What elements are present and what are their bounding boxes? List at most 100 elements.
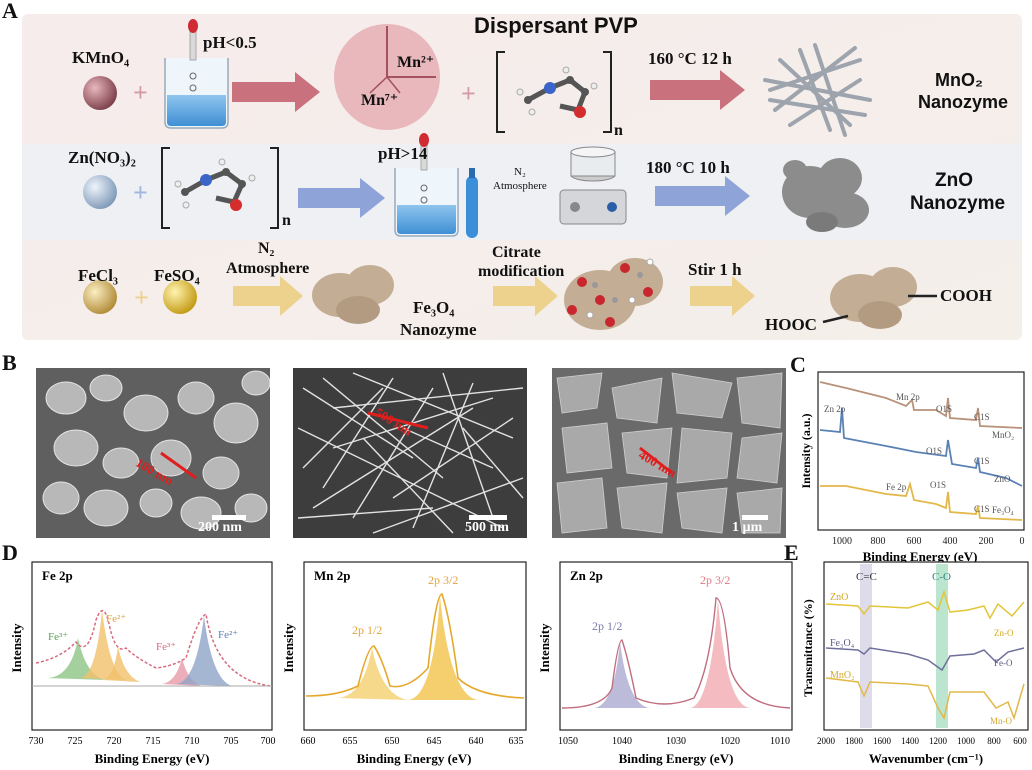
fe-envelope	[35, 610, 271, 687]
fe-label-fe3a: Fe³⁺	[48, 631, 68, 643]
fe-tick-700: 700	[261, 736, 276, 747]
band-cc	[860, 564, 872, 728]
zn-tick-1010: 1010	[770, 736, 790, 747]
fe-peak-pink	[162, 658, 202, 686]
band-co-label: C-O	[932, 571, 951, 583]
survey-tick-1000: 1000	[832, 536, 852, 547]
arrow-row1-b	[650, 70, 745, 110]
bond-fe-o: Fe-O	[994, 658, 1013, 668]
plus-sign-row1a: +	[133, 78, 148, 107]
ftir-curve-mno2	[825, 677, 1025, 721]
feso4-label: FeSO₄	[154, 266, 200, 285]
peak-c1s-b: C1S	[974, 456, 990, 466]
sem-scalebar-1: 200 nm	[198, 520, 242, 535]
mn7-label: Mn⁷⁺	[361, 92, 399, 109]
kmno4-ball	[83, 76, 117, 110]
arrow-row2-a	[298, 178, 385, 218]
fe-tick-730: 730	[29, 736, 44, 747]
ph-row1-label: pH<0.5	[203, 33, 257, 52]
zn-title: Zn 2p	[570, 568, 603, 583]
mn-peak-2p12	[338, 648, 408, 700]
bond-zn-o: Zn-O	[994, 628, 1014, 638]
ftir-tick-1600: 1600	[873, 736, 892, 746]
bond-mn-o: Mn-O	[990, 716, 1012, 726]
peak-o1s-a: O1S	[936, 404, 952, 414]
band-co	[936, 564, 948, 728]
band-cc-label: C=C	[856, 571, 877, 583]
ftir-tick-600: 600	[1013, 736, 1027, 746]
sem-image-zno: 500 nm 500 nm	[293, 368, 527, 538]
mn-tick-660: 660	[301, 736, 316, 747]
sem-scalebar-2: 500 nm	[465, 520, 509, 535]
panel-letter-b: B	[2, 350, 17, 375]
zn-tick-1040: 1040	[612, 736, 632, 747]
hooc-label: HOOC	[765, 315, 817, 334]
feso4-ball	[163, 280, 197, 314]
survey-tick-0: 0	[1020, 536, 1025, 547]
ftir-tick-1200: 1200	[929, 736, 948, 746]
citrate-l2: modification	[478, 263, 565, 280]
zn-ball	[83, 175, 117, 209]
mn2-label: Mn²⁺	[397, 54, 435, 71]
pvp-molecule-row1	[516, 66, 598, 118]
zn-peak-2p12	[594, 642, 650, 708]
panel-a-background: + +	[22, 14, 1022, 340]
series-fe3o4: Fe₃O₄	[992, 505, 1014, 515]
fe-peak-green	[46, 638, 106, 680]
peak-o1s-c: O1S	[930, 480, 946, 490]
peak-zn2p: Zn 2p	[824, 404, 846, 414]
ftir-series-zno: ZnO	[830, 592, 848, 603]
zn-label-2p32: 2p 3/2	[700, 573, 730, 587]
fe3o4-cooh-particle	[822, 267, 937, 329]
arrow-row1-a	[232, 72, 320, 112]
panel-a-title: Dispersant PVP	[474, 13, 638, 38]
pvp-bracket-row2	[161, 147, 279, 229]
mn-title: Mn 2p	[314, 568, 350, 583]
survey-xlabel: Binding Energy (eV)	[863, 549, 978, 564]
ph-row2-label: pH>14	[378, 144, 428, 163]
plus-sign-row1b: +	[461, 79, 476, 108]
mn-tick-645: 645	[427, 736, 442, 747]
beaker-row2	[394, 133, 459, 237]
survey-tick-200: 200	[979, 536, 994, 547]
n2-row3-l1: N₂	[258, 240, 275, 257]
zn-peak-2p32	[690, 600, 750, 708]
fe-label-fe3b: Fe³⁺	[156, 641, 176, 653]
n-subscript-row2: n	[282, 212, 291, 229]
n2-row2-l2: Atmosphere	[493, 180, 547, 192]
mno2-product-l2: Nanozyme	[918, 92, 1009, 112]
arrow-row2-b	[655, 176, 750, 216]
fe-tick-710: 710	[185, 736, 200, 747]
zn-envelope	[561, 597, 791, 709]
stir-label: Stir 1 h	[688, 260, 742, 279]
n2-gas-cylinder	[466, 168, 478, 238]
plus-sign-row3: +	[134, 283, 149, 312]
arrow-row3-c	[690, 276, 755, 316]
sem-scalebar-3: 1 µm	[732, 520, 763, 535]
fe-peak-blue	[176, 616, 232, 686]
ftir-tick-800: 800	[987, 736, 1001, 746]
beaker-row1	[164, 19, 229, 129]
pvp-molecule-row2	[174, 158, 256, 211]
mno2-product-l1: MnO₂	[935, 70, 983, 90]
mn-tick-640: 640	[469, 736, 484, 747]
ftir-curve-fe3o4	[825, 647, 1025, 672]
ftir-ylabel: Transmittance (%)	[801, 599, 815, 696]
panel-a: A + +	[0, 0, 1032, 350]
condition-row1: 160 °C 12 h	[648, 49, 732, 68]
fe3o4-l1: Fe₃O₄	[413, 298, 455, 317]
ftir-tick-2000: 2000	[817, 736, 836, 746]
ftir-chart: C=C C-O ZnO Fe₃O₄ MnO₂ Zn-O Fe-O Mn-O 20…	[801, 561, 1029, 766]
sem-image-mno2: 100 nm 200 nm	[36, 368, 270, 538]
fe2p-chart: Fe 2p Fe³⁺ Fe²⁺ Fe³⁺ Fe²⁺ 730 725 720 71…	[9, 561, 276, 766]
sem-image-fe3o4: 400 nm 1 µm	[552, 368, 786, 538]
mn-xlabel: Binding Energy (eV)	[357, 751, 472, 766]
n2-row3-l2: Atmosphere	[226, 260, 310, 277]
zno-particle	[782, 158, 869, 232]
ftir-curve-zno	[825, 589, 1025, 620]
zno-product-l1: ZnO	[935, 170, 973, 191]
ftir-series-mno2: MnO₂	[830, 670, 855, 681]
fe-tick-705: 705	[224, 736, 239, 747]
ftir-tick-1800: 1800	[845, 736, 864, 746]
fe3o4-particle	[312, 265, 394, 324]
